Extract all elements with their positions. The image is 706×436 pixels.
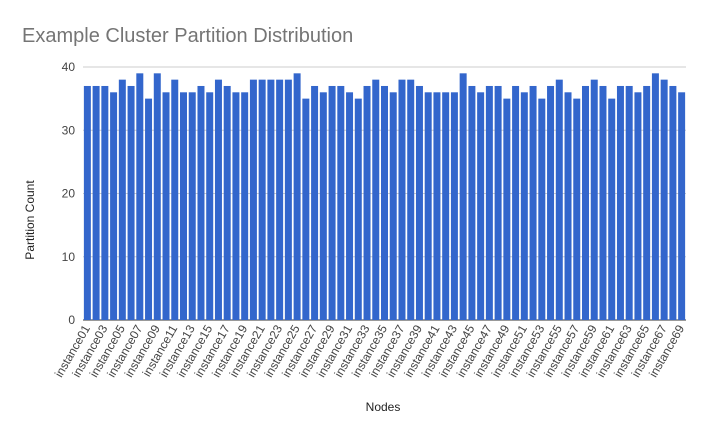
bar [197, 85, 205, 320]
bar [188, 92, 196, 320]
y-tick-label: 10 [62, 250, 76, 264]
bar [520, 92, 528, 320]
bar [608, 98, 616, 320]
bar [616, 85, 624, 320]
bar [223, 85, 231, 320]
bar [468, 85, 476, 320]
bar [573, 98, 581, 320]
bar [249, 79, 257, 321]
bar [276, 79, 284, 321]
bar [494, 85, 502, 320]
bar [258, 79, 266, 321]
y-tick-label: 30 [62, 123, 76, 137]
bar [450, 92, 458, 320]
bar [293, 73, 301, 320]
bar [669, 85, 677, 320]
bar [599, 85, 607, 320]
bar [127, 85, 135, 320]
x-axis-label: Nodes [366, 400, 401, 414]
bar [590, 79, 598, 321]
bar [407, 79, 415, 321]
bar [415, 85, 423, 320]
bar [389, 92, 397, 320]
bar [101, 85, 109, 320]
bar [459, 73, 467, 320]
bar [83, 85, 91, 320]
bar [547, 85, 555, 320]
bar [180, 92, 187, 320]
bar [529, 85, 537, 320]
bar [328, 85, 336, 320]
bar [214, 79, 222, 321]
bar [241, 92, 249, 320]
bar [153, 73, 161, 320]
bar [433, 92, 441, 320]
bar [643, 85, 651, 320]
bar [92, 85, 100, 320]
bar [145, 98, 153, 320]
bar [564, 92, 572, 320]
bar [232, 92, 240, 320]
y-tick-label: 40 [62, 60, 76, 74]
bar [136, 73, 144, 320]
bar [372, 79, 380, 321]
bar [267, 79, 275, 321]
bar [284, 79, 292, 321]
bar [311, 85, 319, 320]
bar [354, 98, 362, 320]
bar [302, 98, 310, 320]
bar [477, 92, 485, 320]
bar [555, 79, 563, 321]
bar [346, 92, 354, 320]
bar [162, 92, 170, 320]
bar [582, 85, 589, 320]
bar [171, 79, 179, 321]
bar [381, 85, 388, 320]
bar [110, 92, 118, 320]
bar [206, 92, 214, 320]
bar [651, 73, 659, 320]
bar [442, 92, 450, 320]
bar [118, 79, 126, 321]
y-tick-label: 20 [62, 187, 76, 201]
bar [634, 92, 642, 320]
bar [363, 85, 371, 320]
bar [319, 92, 327, 320]
bar [512, 85, 520, 320]
bar [337, 85, 345, 320]
bar [503, 98, 511, 320]
bar [538, 98, 546, 320]
bar [625, 85, 633, 320]
y-axis-label: Partition Count [23, 180, 37, 260]
chart-title: Example Cluster Partition Distribution [22, 25, 353, 47]
y-tick-label: 0 [68, 313, 75, 327]
bar [485, 85, 493, 320]
bar [424, 92, 432, 320]
bar [398, 79, 406, 321]
bar [678, 92, 686, 320]
bar [660, 79, 668, 321]
